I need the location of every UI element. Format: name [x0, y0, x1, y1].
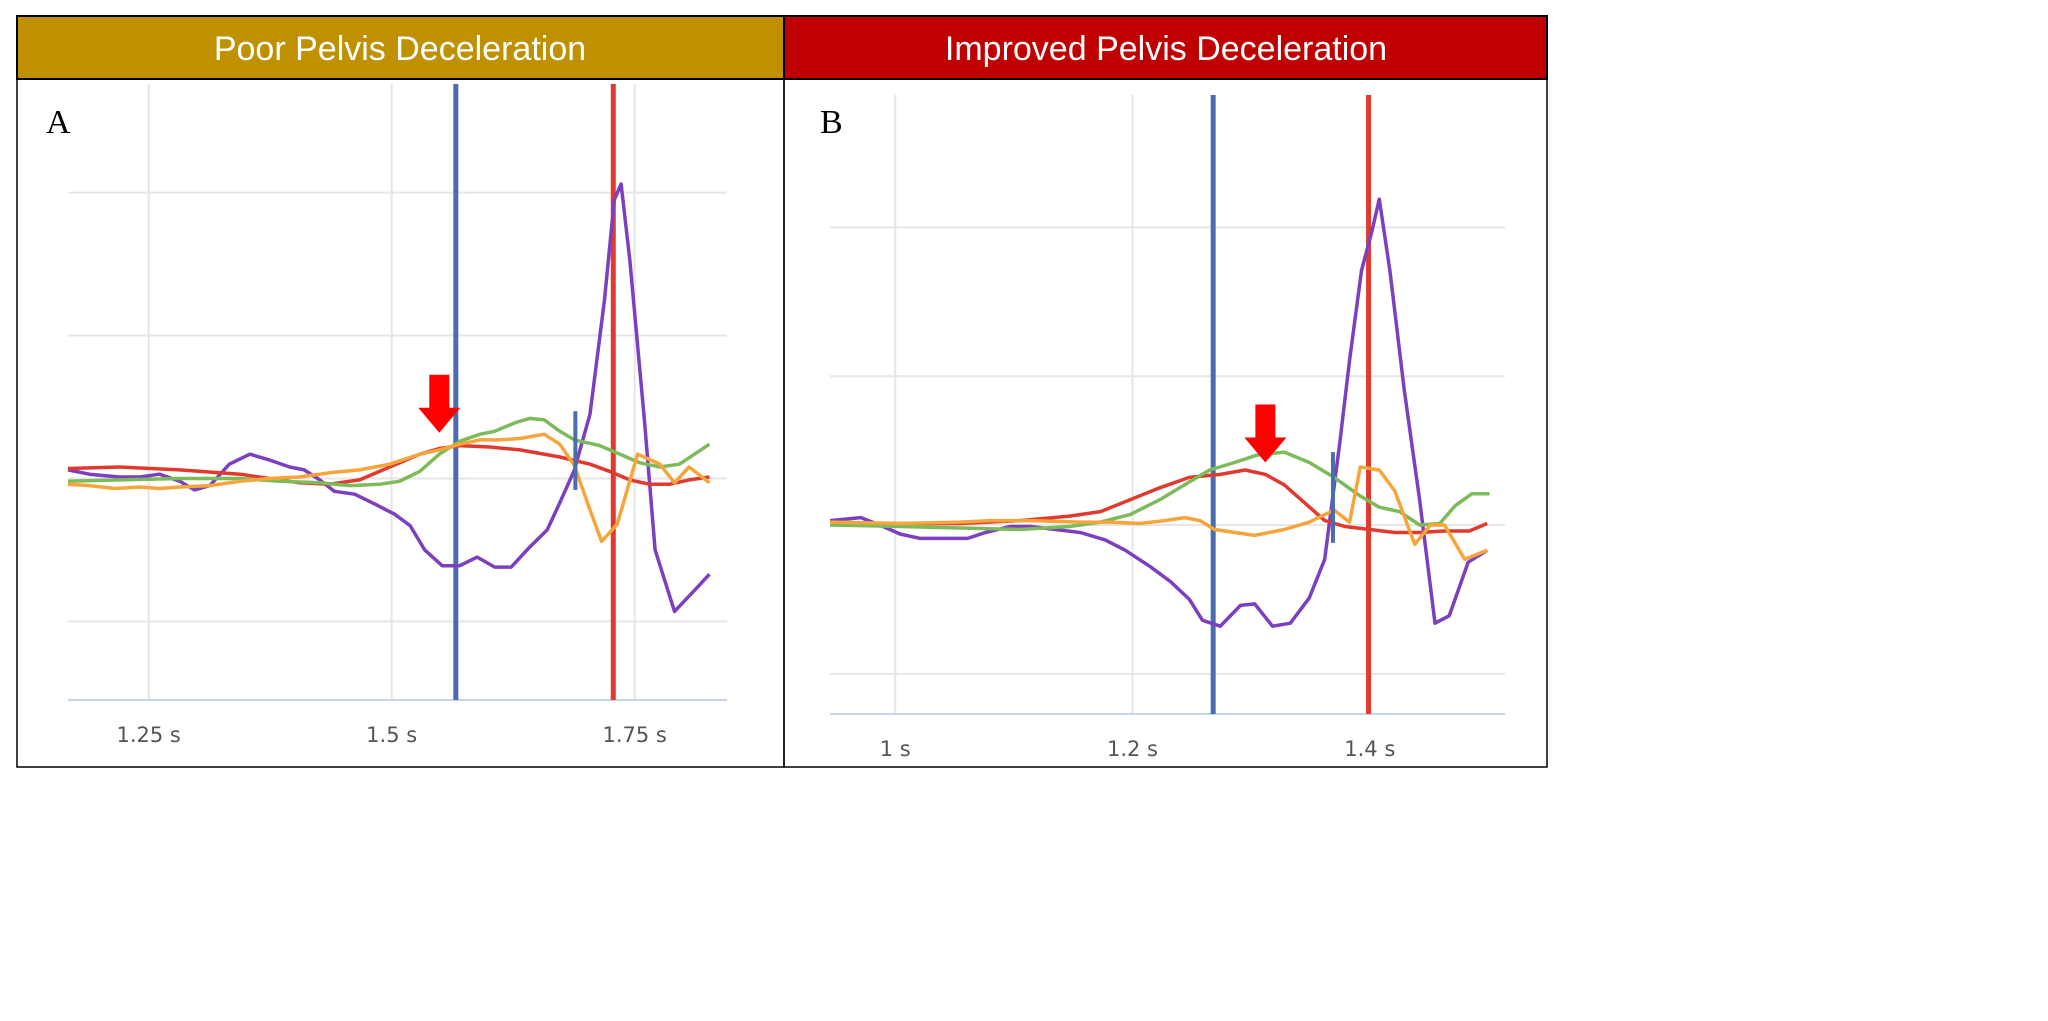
panel-b-frame	[783, 78, 1548, 768]
orange-series-line	[67, 432, 711, 544]
panel-a: Poor Pelvis Deceleration A 1.25 s 1.5 s 1.…	[16, 15, 785, 768]
x-tick-label: 1 s	[880, 737, 911, 761]
red-arrow-icon	[418, 374, 461, 433]
x-tick-label: 1.25 s	[116, 723, 180, 747]
plot-area: 1.25 s 1.5 s 1.75 s	[67, 84, 727, 747]
red-series-line	[830, 468, 1488, 535]
orange-series-line	[829, 465, 1488, 562]
green-series-line	[829, 450, 1490, 532]
purple-series-line	[829, 197, 1489, 628]
panel-a-header: Poor Pelvis Deceleration	[214, 30, 586, 68]
x-tick-label: 1.75 s	[602, 723, 666, 747]
x-tick-label: 1.2 s	[1107, 737, 1158, 761]
x-tick-label: 1.4 s	[1344, 737, 1395, 761]
green-series-line	[67, 416, 711, 488]
panel-a-label: A	[46, 104, 71, 141]
x-tick-label: 1.5 s	[366, 723, 417, 747]
panel-a-frame	[16, 78, 785, 768]
plot-area: 1 s 1.2 s 1.4 s	[829, 95, 1505, 761]
panel-a-header-bar	[16, 15, 785, 80]
red-arrow-icon	[1244, 404, 1287, 463]
purple-series-line	[67, 182, 711, 614]
panel-b-label: B	[820, 104, 843, 141]
panel-b-header: Improved Pelvis Deceleration	[945, 30, 1387, 68]
